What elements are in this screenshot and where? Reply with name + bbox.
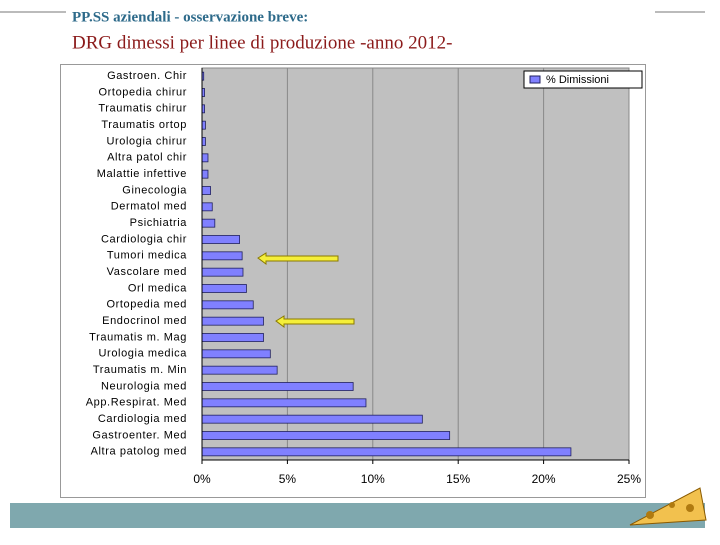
bar — [201, 202, 213, 212]
y-tick-label: App.Respirat. Med — [86, 397, 187, 409]
bar — [201, 267, 244, 277]
y-tick-label: Ortopedia chirur — [99, 86, 187, 98]
y-tick-label: Urologia medica — [99, 348, 188, 360]
y-tick-label: Traumatis m. Mag — [89, 331, 187, 343]
y-tick-label: Traumatis m. Min — [93, 364, 187, 376]
bar — [201, 333, 264, 342]
slide-title: DRG dimessi per linee di produzione -ann… — [72, 32, 452, 53]
y-tick-label: Malattie infettive — [97, 168, 187, 180]
y-tick-label: Altra patolog med — [91, 446, 187, 458]
x-tick-label: 0% — [193, 472, 211, 486]
y-tick-label: Neurologia med — [101, 380, 187, 392]
bar — [201, 153, 209, 163]
bar — [201, 235, 240, 244]
arrow — [275, 315, 355, 328]
cheese-decoration — [629, 487, 707, 526]
bar — [201, 398, 367, 408]
arrow — [257, 252, 339, 265]
x-tick-label: 20% — [532, 472, 556, 486]
y-tick-label: Gastroenter. Med — [92, 429, 187, 441]
bar — [201, 316, 264, 326]
x-tick-label: 25% — [617, 472, 641, 486]
bar — [201, 382, 354, 391]
y-tick-label: Urologia chirur — [106, 135, 187, 147]
legend-box — [523, 70, 643, 89]
y-tick-label: Vascolare med — [107, 266, 187, 278]
y-tick-label: Cardiologia chir — [101, 233, 187, 245]
bar — [201, 447, 572, 457]
bar — [201, 349, 271, 359]
y-tick-label: Tumori medica — [107, 250, 187, 262]
bar — [201, 169, 209, 179]
bar — [201, 251, 243, 261]
bar — [201, 365, 278, 375]
bar — [201, 186, 211, 195]
y-tick-label: Ortopedia med — [106, 299, 187, 311]
y-tick-label: Dermatol med — [111, 201, 187, 213]
footer-bar — [10, 503, 705, 528]
y-tick-label: Ginecologia — [122, 184, 187, 196]
bar — [201, 414, 423, 424]
chart: 0% 5% 10% 15% 20% 25% Gastroen. Chir Ortopedia … — [86, 68, 643, 486]
legend-swatch — [529, 75, 541, 84]
kicker: PP.SS aziendali - osservazione breve: — [72, 9, 308, 25]
bar — [201, 300, 254, 310]
bar — [201, 218, 216, 228]
y-tick-label: Psichiatria — [130, 217, 188, 229]
bar — [201, 284, 247, 293]
plot-area — [201, 67, 630, 461]
y-tick-label: Traumatis chirur — [98, 103, 187, 115]
x-tick-label: 10% — [361, 472, 385, 486]
x-tick-label: 15% — [446, 472, 470, 486]
y-tick-label: Altra patol chir — [107, 152, 187, 164]
y-tick-label: Gastroen. Chir — [107, 70, 187, 82]
y-tick-label: Orl medica — [128, 282, 187, 294]
y-tick-label: Endocrinol med — [102, 315, 187, 327]
bar — [201, 120, 206, 130]
x-tick-label: 5% — [279, 472, 297, 486]
y-tick-label: Cardiologia med — [98, 413, 187, 425]
legend-label: % Dimissioni — [546, 74, 609, 86]
y-tick-label: Traumatis ortop — [101, 119, 187, 131]
bar — [201, 137, 206, 146]
bar — [201, 431, 451, 440]
